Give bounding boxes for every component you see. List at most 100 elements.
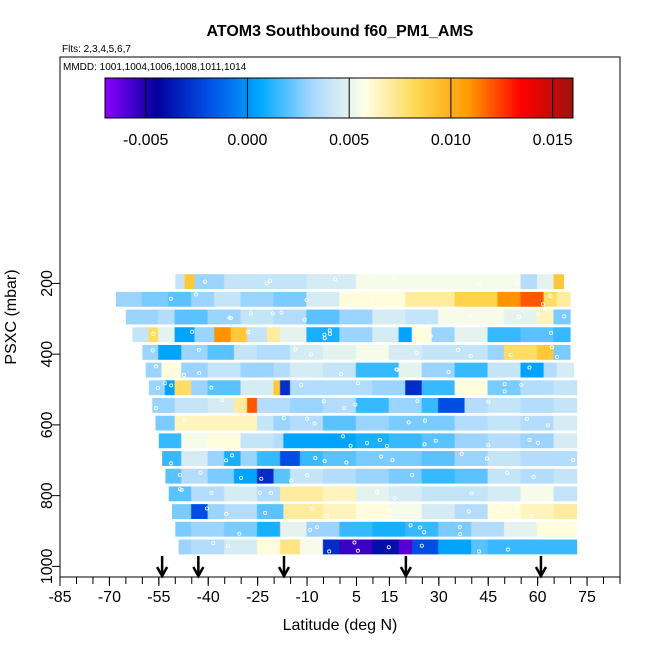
heatmap-layer xyxy=(175,274,564,290)
sample-marker xyxy=(377,437,382,442)
sample-marker xyxy=(279,310,284,315)
sample-marker xyxy=(555,354,560,359)
sample-marker xyxy=(313,456,318,461)
colorbar-ticks: -0.005 0.000 0.005 0.010 0.015 xyxy=(123,78,573,149)
sample-marker xyxy=(263,510,268,515)
x-tick-label: 45 xyxy=(479,589,497,606)
sample-marker xyxy=(204,506,209,511)
sample-marker xyxy=(356,381,361,386)
sample-marker xyxy=(484,456,489,461)
heatmap-layer xyxy=(158,433,578,449)
sample-marker xyxy=(415,399,420,404)
sample-marker xyxy=(151,331,156,336)
sample-marker xyxy=(548,330,553,335)
x-tick-label: -25 xyxy=(246,589,269,606)
heatmap-layers xyxy=(116,274,578,555)
sample-marker xyxy=(155,386,160,391)
colorbar-tick-label: -0.005 xyxy=(123,132,168,149)
arrow-head xyxy=(277,566,291,579)
y-axis: 200 400 600 800 1000 xyxy=(39,270,60,584)
heatmap-layer xyxy=(165,468,578,484)
colorbar-tick-label: 0.015 xyxy=(533,132,573,149)
sample-marker xyxy=(467,313,472,318)
sample-marker xyxy=(324,514,329,519)
sample-marker xyxy=(386,545,391,550)
sample-marker xyxy=(505,547,510,552)
sample-marker xyxy=(365,440,370,445)
sample-marker xyxy=(375,490,380,495)
sample-marker xyxy=(169,461,174,466)
sample-marker xyxy=(368,297,373,302)
sample-marker xyxy=(370,275,375,280)
sample-marker xyxy=(476,281,481,286)
sample-marker xyxy=(392,496,397,501)
sample-marker xyxy=(248,311,253,316)
sample-marker xyxy=(422,442,427,447)
arrow-head xyxy=(156,566,169,579)
sample-marker xyxy=(457,524,462,529)
colorbar: -0.005 0.000 0.005 0.010 0.015 xyxy=(104,77,574,149)
x-tick-label: -55 xyxy=(147,589,170,606)
sample-marker xyxy=(527,365,532,370)
sample-marker xyxy=(312,421,317,426)
sample-marker xyxy=(308,527,313,532)
x-axis-title: Latitude (deg N) xyxy=(283,617,398,634)
sample-marker xyxy=(269,490,274,495)
heatmap-layer xyxy=(178,539,578,555)
sample-marker xyxy=(423,418,428,423)
sample-marker xyxy=(341,434,346,439)
sample-marker xyxy=(342,405,347,410)
sample-marker xyxy=(477,549,482,554)
sample-marker xyxy=(207,443,212,448)
y-tick-label: 400 xyxy=(39,341,56,368)
sample-marker xyxy=(414,350,419,355)
sample-marker xyxy=(305,416,310,421)
x-tick-label: -40 xyxy=(197,589,220,606)
sample-marker xyxy=(502,382,507,387)
sample-marker xyxy=(390,458,395,463)
heatmap-layer xyxy=(168,486,578,502)
sample-marker xyxy=(327,332,332,337)
sample-marker xyxy=(408,523,413,528)
sample-marker xyxy=(419,543,424,548)
sample-marker xyxy=(153,406,158,411)
sample-marker xyxy=(468,354,473,359)
sample-marker xyxy=(562,314,567,319)
sample-marker xyxy=(308,352,313,357)
sample-marker xyxy=(321,399,326,404)
sample-marker xyxy=(239,475,244,480)
sample-marker xyxy=(514,280,519,285)
sample-marker xyxy=(332,277,337,282)
sample-marker xyxy=(355,548,360,553)
heatmap-layer xyxy=(116,291,571,307)
sample-marker xyxy=(505,470,510,475)
sample-marker xyxy=(224,458,229,463)
x-tick-label: 15 xyxy=(381,589,399,606)
sample-marker xyxy=(327,328,332,333)
y-tick-label: 800 xyxy=(39,482,56,509)
colorbar-tick-label: 0.005 xyxy=(329,132,369,149)
sample-marker xyxy=(302,317,307,322)
sample-marker xyxy=(194,292,199,297)
sample-marker xyxy=(177,487,182,492)
sample-marker xyxy=(259,476,264,481)
sample-marker xyxy=(309,506,314,511)
sample-marker xyxy=(514,504,519,509)
measurement-dots xyxy=(150,275,576,554)
sample-marker xyxy=(549,345,554,350)
sample-marker xyxy=(224,511,229,516)
sample-marker xyxy=(456,347,461,352)
arrow-head xyxy=(399,566,412,579)
sample-marker xyxy=(230,453,235,458)
sample-marker xyxy=(281,416,286,421)
sample-marker xyxy=(502,389,507,394)
heatmap-layer xyxy=(155,415,578,431)
heatmap-layer xyxy=(172,504,578,519)
heatmap-layer xyxy=(152,398,578,413)
sample-marker xyxy=(220,398,225,403)
sample-marker xyxy=(237,531,242,536)
sample-marker xyxy=(169,383,174,388)
sample-marker xyxy=(458,532,463,537)
sample-marker xyxy=(536,440,541,445)
